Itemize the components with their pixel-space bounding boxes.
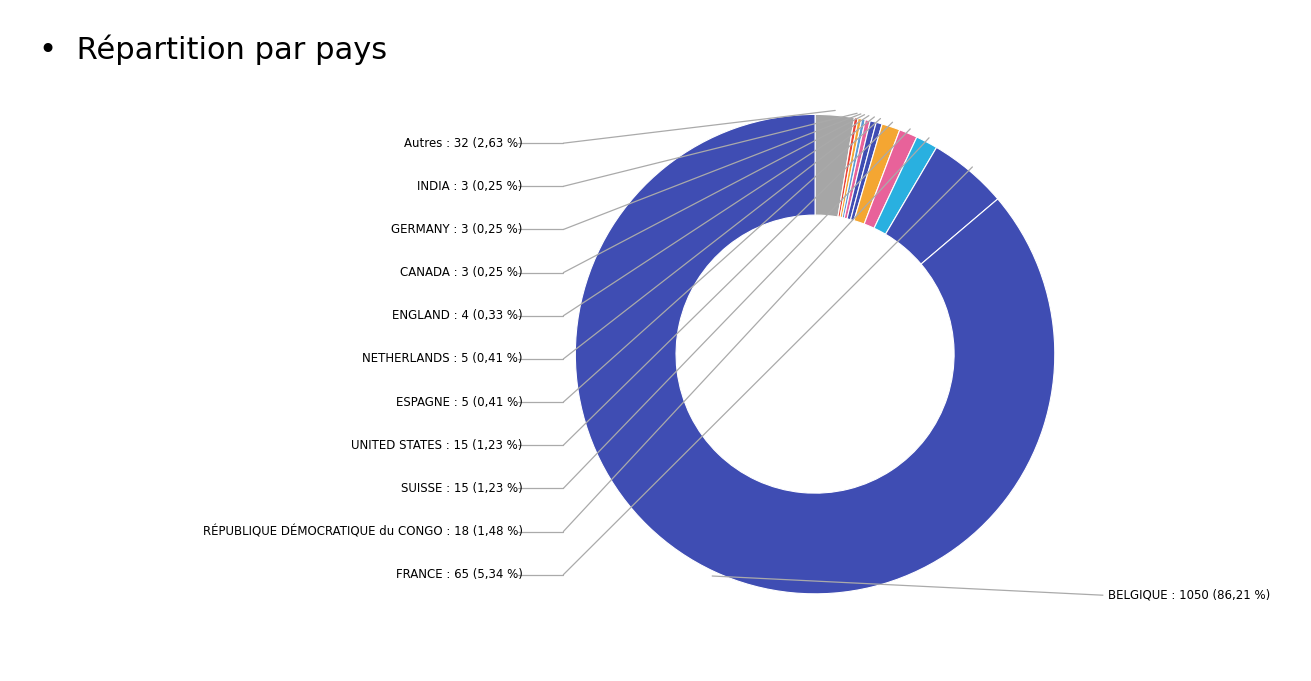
Text: ENGLAND : 4 (0,33 %): ENGLAND : 4 (0,33 %) bbox=[392, 309, 523, 322]
Text: FRANCE : 65 (5,34 %): FRANCE : 65 (5,34 %) bbox=[396, 568, 523, 581]
Wedge shape bbox=[576, 114, 1055, 594]
Wedge shape bbox=[885, 148, 998, 264]
Text: NETHERLANDS : 5 (0,41 %): NETHERLANDS : 5 (0,41 %) bbox=[362, 352, 523, 366]
Wedge shape bbox=[853, 124, 899, 224]
Text: BELGIQUE : 1050 (86,21 %): BELGIQUE : 1050 (86,21 %) bbox=[1108, 588, 1270, 602]
Text: UNITED STATES : 15 (1,23 %): UNITED STATES : 15 (1,23 %) bbox=[351, 439, 523, 452]
Wedge shape bbox=[844, 120, 871, 219]
Wedge shape bbox=[842, 119, 865, 218]
Text: SUISSE : 15 (1,23 %): SUISSE : 15 (1,23 %) bbox=[401, 482, 523, 495]
Text: Autres : 32 (2,63 %): Autres : 32 (2,63 %) bbox=[404, 137, 523, 150]
Wedge shape bbox=[847, 121, 876, 220]
Wedge shape bbox=[838, 118, 859, 217]
Wedge shape bbox=[864, 130, 916, 228]
Text: •  Répartition par pays: • Répartition par pays bbox=[39, 34, 388, 65]
Wedge shape bbox=[851, 123, 882, 221]
Wedge shape bbox=[815, 114, 855, 217]
Text: INDIA : 3 (0,25 %): INDIA : 3 (0,25 %) bbox=[417, 180, 523, 193]
Text: ESPAGNE : 5 (0,41 %): ESPAGNE : 5 (0,41 %) bbox=[396, 396, 523, 409]
Text: RÉPUBLIQUE DÉMOCRATIQUE du CONGO : 18 (1,48 %): RÉPUBLIQUE DÉMOCRATIQUE du CONGO : 18 (1… bbox=[203, 525, 523, 538]
Wedge shape bbox=[874, 137, 936, 234]
Text: CANADA : 3 (0,25 %): CANADA : 3 (0,25 %) bbox=[400, 266, 523, 279]
Wedge shape bbox=[840, 118, 861, 218]
Text: GERMANY : 3 (0,25 %): GERMANY : 3 (0,25 %) bbox=[391, 223, 523, 236]
